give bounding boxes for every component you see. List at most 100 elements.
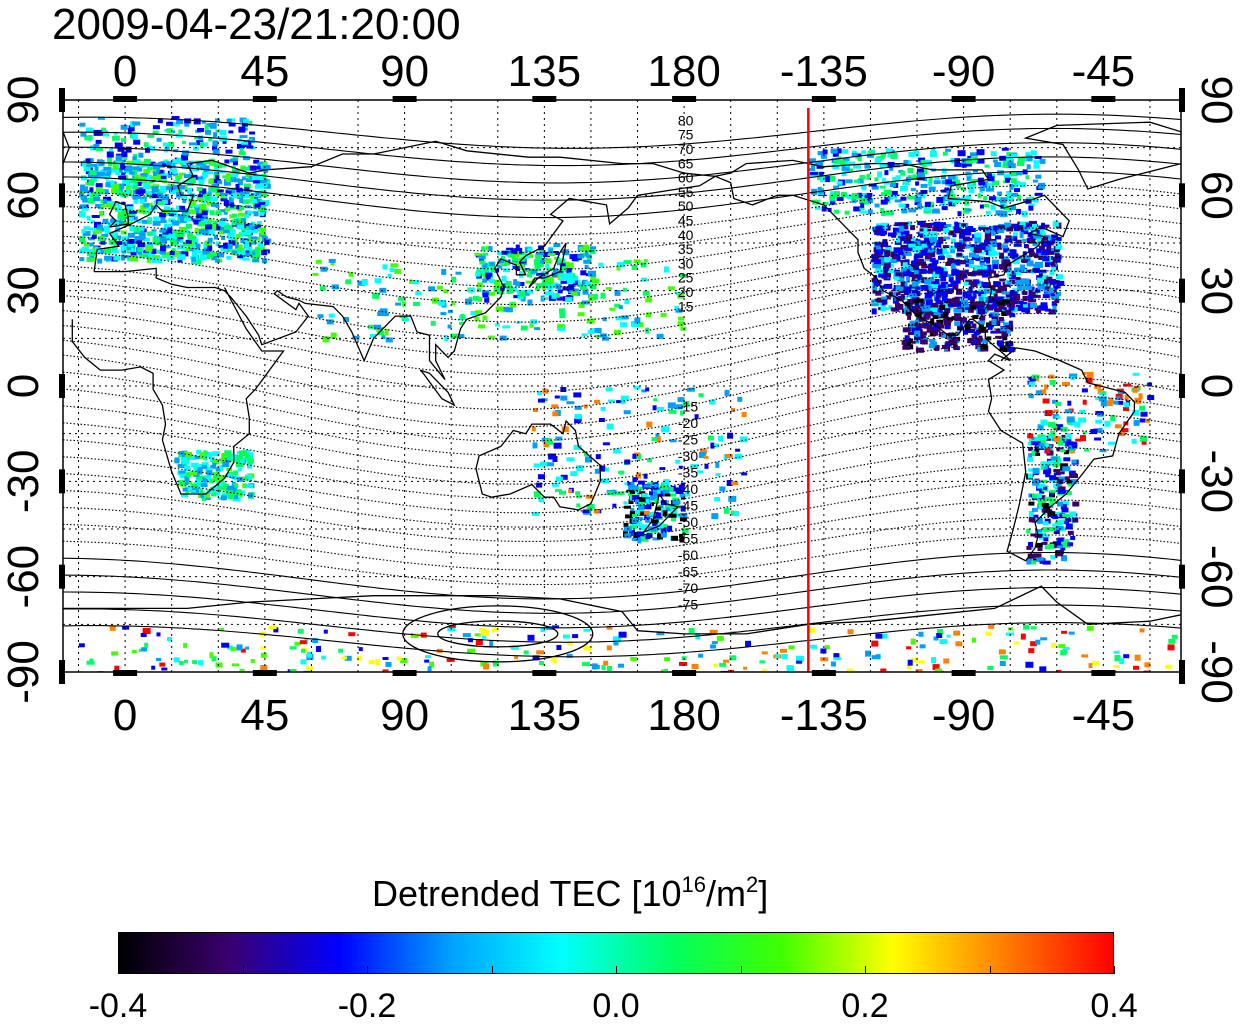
tec-patch — [581, 300, 590, 305]
colorbar-tick-label: 0.4 — [1090, 987, 1138, 1025]
tec-patch — [1040, 389, 1047, 395]
tec-patch — [945, 251, 950, 255]
lon-tick-bar — [252, 96, 277, 102]
tec-patch — [396, 656, 402, 661]
tec-patch — [885, 247, 893, 251]
tec-patch — [890, 152, 898, 159]
tec-patch — [904, 290, 911, 296]
tec-patch — [225, 149, 233, 154]
tec-patch — [928, 177, 933, 183]
tec-patch — [114, 220, 122, 224]
tec-patch — [548, 453, 557, 460]
tec-patch — [532, 511, 539, 516]
tec-patch — [948, 303, 954, 308]
tec-patch — [242, 483, 248, 489]
tec-patch — [551, 404, 559, 409]
tec-patch — [163, 159, 169, 164]
tec-patch — [961, 223, 966, 227]
tec-patch — [628, 499, 634, 504]
tec-patch — [1037, 424, 1044, 431]
tec-patch — [189, 248, 196, 252]
tec-patch — [136, 164, 143, 168]
tec-patch — [204, 193, 209, 198]
tec-patch — [874, 177, 879, 182]
tec-patch — [877, 171, 883, 178]
tec-patch — [1052, 399, 1058, 404]
tec-patch — [652, 537, 660, 541]
tec-patch — [1029, 438, 1036, 443]
tec-patch — [111, 651, 119, 656]
lon-tick-bar — [532, 670, 557, 676]
tec-patch — [1014, 296, 1020, 303]
tec-patch — [137, 194, 141, 199]
tec-patch — [187, 232, 194, 239]
tec-patch — [971, 334, 978, 340]
contour-label: -15 — [678, 398, 698, 414]
tec-patch — [698, 452, 706, 458]
tec-patch — [477, 253, 482, 257]
tec-patch — [151, 248, 157, 254]
tec-patch — [1055, 401, 1062, 406]
tec-patch — [177, 220, 182, 224]
tec-patch — [231, 250, 237, 254]
tec-patch — [443, 289, 449, 294]
tec-patch — [570, 291, 578, 296]
tec-patch — [1138, 393, 1143, 400]
tec-patch — [654, 484, 660, 488]
tec-patch — [538, 262, 544, 267]
tec-patch — [220, 247, 227, 252]
mag-lat-contour — [63, 481, 1181, 542]
tec-patch — [724, 389, 730, 396]
tec-patch — [912, 299, 920, 304]
tec-patch — [482, 315, 488, 321]
tec-patch — [934, 176, 940, 180]
tec-patch — [1145, 418, 1150, 423]
tec-patch — [920, 159, 926, 164]
tec-patch — [896, 256, 901, 262]
tec-patch — [103, 225, 110, 232]
tec-patch — [536, 283, 544, 288]
top-lon-label: -135 — [780, 47, 868, 96]
coastline — [108, 200, 129, 228]
tec-patch — [225, 473, 233, 478]
tec-patch — [369, 334, 376, 338]
tec-patch — [969, 252, 976, 258]
mag-lat-contour — [63, 113, 1181, 149]
tec-patch — [678, 465, 683, 469]
tec-patch — [545, 263, 550, 269]
tec-patch — [1045, 497, 1053, 501]
tec-patch — [1147, 382, 1153, 387]
tec-patch — [873, 275, 878, 281]
tec-patch — [222, 461, 230, 468]
colorbar-title: Detrended TEC [1016/m2] — [372, 872, 769, 914]
tec-patch — [1043, 486, 1047, 490]
tec-patch — [1036, 238, 1042, 243]
tec-patch — [1006, 191, 1013, 196]
tec-patch — [206, 123, 213, 128]
tec-patch — [115, 155, 122, 160]
tec-patch — [919, 347, 924, 353]
tec-patch — [169, 238, 175, 244]
tec-patch — [217, 180, 223, 185]
tec-patch — [650, 526, 656, 532]
tec-patch — [320, 266, 328, 272]
tec-patch — [106, 171, 112, 176]
tec-patch — [164, 206, 170, 211]
tec-patch — [167, 637, 172, 641]
tec-patch — [556, 645, 562, 650]
tec-patch — [546, 284, 553, 290]
tec-patch — [921, 339, 928, 345]
tec-patch — [614, 303, 621, 308]
tec-patch — [936, 319, 944, 325]
tec-patch — [1116, 396, 1121, 400]
tec-patch — [1050, 498, 1057, 503]
tec-patch — [120, 124, 128, 130]
tec-patch — [550, 658, 557, 662]
tec-patch — [918, 309, 924, 314]
tec-patch — [1047, 503, 1054, 508]
tec-patch — [908, 332, 914, 335]
tec-patch — [585, 456, 592, 463]
tec-patch — [741, 412, 747, 417]
colorbar-tick-mark — [865, 966, 866, 974]
tec-patch — [1042, 521, 1049, 526]
